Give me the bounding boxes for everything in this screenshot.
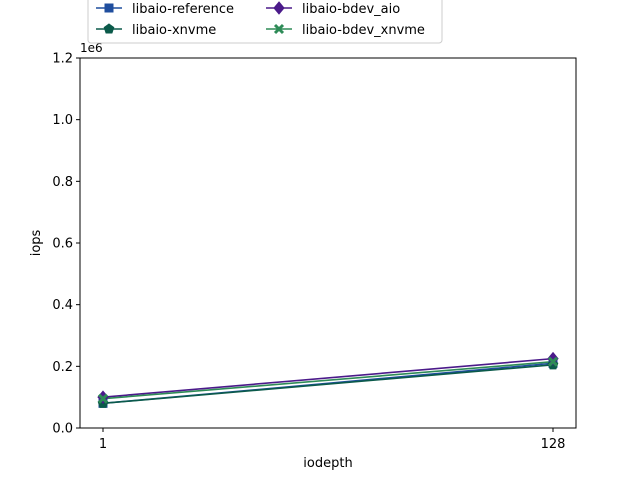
y-tick-label: 0.8 — [52, 175, 73, 190]
series-line — [102, 357, 554, 398]
y-tick-label: 0.6 — [52, 237, 73, 252]
x-axis-label: iodepth — [303, 456, 352, 471]
y-axis-label: iops — [29, 229, 44, 256]
y-offset-text: 1e6 — [80, 41, 103, 55]
data-point — [97, 393, 109, 404]
legend-label: libaio-reference — [132, 2, 234, 17]
data-point — [547, 356, 559, 367]
legend-marker — [103, 23, 115, 34]
series-line — [102, 360, 554, 400]
y-tick-label: 0.4 — [52, 298, 73, 313]
y-tick-label: 0.2 — [52, 360, 73, 375]
x-tick-label: 128 — [541, 437, 566, 452]
legend-marker — [273, 23, 285, 35]
legend-label: libaio-bdev_aio — [302, 2, 400, 17]
legend: libaio-reference libaio-xnvme libaio-bdev_… — [87, 0, 443, 44]
legend-label: libaio-xnvme — [132, 23, 216, 38]
y-tick-label: 1.2 — [52, 52, 73, 67]
y-axis: 0.0 0.2 0.4 0.6 0.8 1.0 1.2 — [52, 52, 80, 437]
legend-marker — [273, 1, 285, 15]
y-tick-label: 0.0 — [52, 422, 73, 437]
x-tick-label: 1 — [99, 437, 107, 452]
x-axis: 1 128 — [99, 428, 566, 452]
y-tick-label: 1.0 — [52, 113, 73, 128]
series-lines — [102, 357, 554, 405]
series-line — [102, 363, 554, 405]
legend-box — [87, 0, 443, 44]
data-point — [547, 351, 559, 366]
series-markers — [97, 351, 559, 408]
plot-area — [79, 57, 577, 429]
legend-marker — [104, 3, 114, 13]
legend-label: libaio-bdev_xnvme — [302, 23, 425, 38]
